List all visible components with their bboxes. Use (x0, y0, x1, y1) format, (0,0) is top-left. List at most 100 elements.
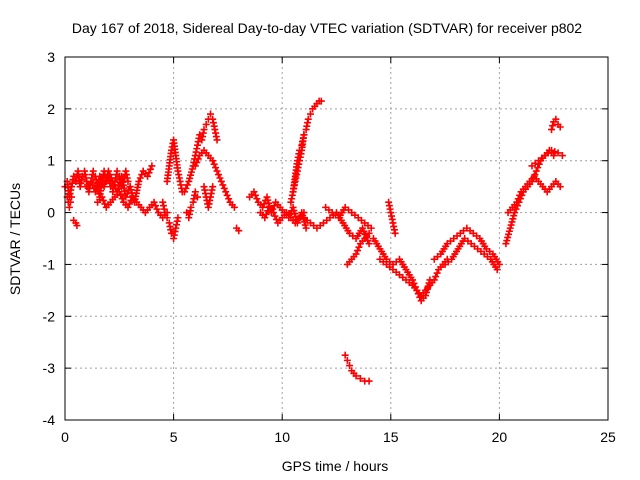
data-point (511, 209, 519, 217)
x-tick-label: 0 (61, 429, 69, 445)
data-point (514, 195, 522, 203)
data-point (549, 122, 557, 130)
data-point (202, 120, 210, 128)
series-band-6-7-8 (191, 146, 238, 211)
series-gap-7-9 (233, 224, 243, 235)
series-peak-22-5 (548, 115, 564, 134)
series-late-band (528, 146, 566, 170)
data-point (187, 203, 195, 211)
data-point (124, 203, 132, 211)
data-point (262, 210, 270, 218)
data-point (225, 195, 233, 203)
data-point (317, 97, 325, 105)
data-point (558, 152, 566, 160)
data-point (270, 202, 278, 210)
axes: 0 5 10 15 20 25 -4 -3 -2 -1 0 1 2 3 (43, 49, 616, 445)
data-point (66, 198, 74, 206)
data-point (235, 227, 243, 235)
series-rise-to-6-5 (180, 110, 221, 196)
data-point (222, 188, 230, 196)
data-point (300, 131, 308, 139)
data-point (136, 174, 144, 182)
data-point (174, 214, 182, 222)
data-point (180, 188, 188, 196)
x-axis-label: GPS time / hours (282, 458, 389, 474)
plot-frame (64, 56, 609, 421)
data-point (87, 177, 95, 185)
series-outlier-13-14 (341, 351, 373, 385)
data-point (106, 171, 114, 179)
y-tick-label: 1 (47, 153, 55, 169)
y-tick-label: 2 (47, 101, 55, 117)
data-point (214, 171, 222, 179)
series-start-dip (63, 193, 76, 211)
data-point (101, 200, 109, 208)
data-point (118, 195, 126, 203)
data-point (183, 181, 191, 189)
data-point (148, 162, 156, 170)
series-lower-band (94, 188, 171, 222)
data-point (182, 184, 190, 192)
data-point (433, 269, 441, 277)
series-trough-14-17 (369, 235, 451, 300)
data-point (250, 188, 258, 196)
data-point (144, 172, 152, 180)
x-tick-label: 15 (383, 429, 399, 445)
series-band-8-5-11 (246, 188, 310, 232)
data-point (426, 276, 434, 284)
data-point (65, 203, 73, 211)
data-point (352, 250, 360, 258)
data-point (113, 167, 121, 175)
series-rise-10-5-11-second (287, 131, 308, 206)
data-point (355, 243, 363, 251)
data-point (253, 195, 261, 203)
data-point (210, 160, 218, 168)
series-band-12-14 (322, 203, 375, 232)
data-point (193, 158, 201, 166)
data-point (512, 205, 520, 213)
data-point (554, 149, 562, 157)
series-loop-6-5-7 (200, 183, 217, 211)
data-point (220, 184, 228, 192)
data-point (432, 273, 440, 281)
chart-title: Day 167 of 2018, Sidereal Day-to-day VTE… (72, 20, 582, 36)
series-dip-near-5 (159, 198, 182, 242)
data-point (104, 167, 112, 175)
y-tick-label: -2 (43, 308, 56, 324)
y-tick-label: 0 (47, 205, 55, 221)
data-point (343, 356, 351, 364)
data-point (302, 224, 310, 232)
y-tick-label: -4 (43, 412, 56, 428)
series-band-9-11-low (256, 203, 308, 227)
data-point (259, 203, 267, 211)
series-start-low (70, 216, 81, 230)
data-point (213, 167, 221, 175)
data-point (367, 224, 375, 232)
data-point (365, 377, 373, 385)
x-tick-label: 25 (600, 429, 616, 445)
data-point (356, 375, 364, 383)
data-point (115, 188, 123, 196)
data-point (365, 229, 373, 237)
data-point (272, 215, 280, 223)
data-point (217, 177, 225, 185)
x-tick-label: 5 (170, 429, 178, 445)
data-point (191, 188, 199, 196)
data-point (223, 191, 231, 199)
series-rise-20-22-8 (502, 146, 558, 248)
data-point (96, 172, 104, 180)
data-point (551, 148, 559, 156)
data-series (61, 97, 566, 385)
data-point (161, 209, 169, 217)
data-point (261, 214, 269, 222)
data-point (251, 191, 259, 199)
data-point (216, 174, 224, 182)
data-point (352, 372, 360, 380)
series-wave-1 (83, 162, 156, 206)
data-point (212, 164, 220, 172)
data-point (73, 222, 81, 230)
series-low-6 (183, 188, 201, 222)
data-point (552, 115, 560, 123)
data-point (219, 181, 227, 189)
